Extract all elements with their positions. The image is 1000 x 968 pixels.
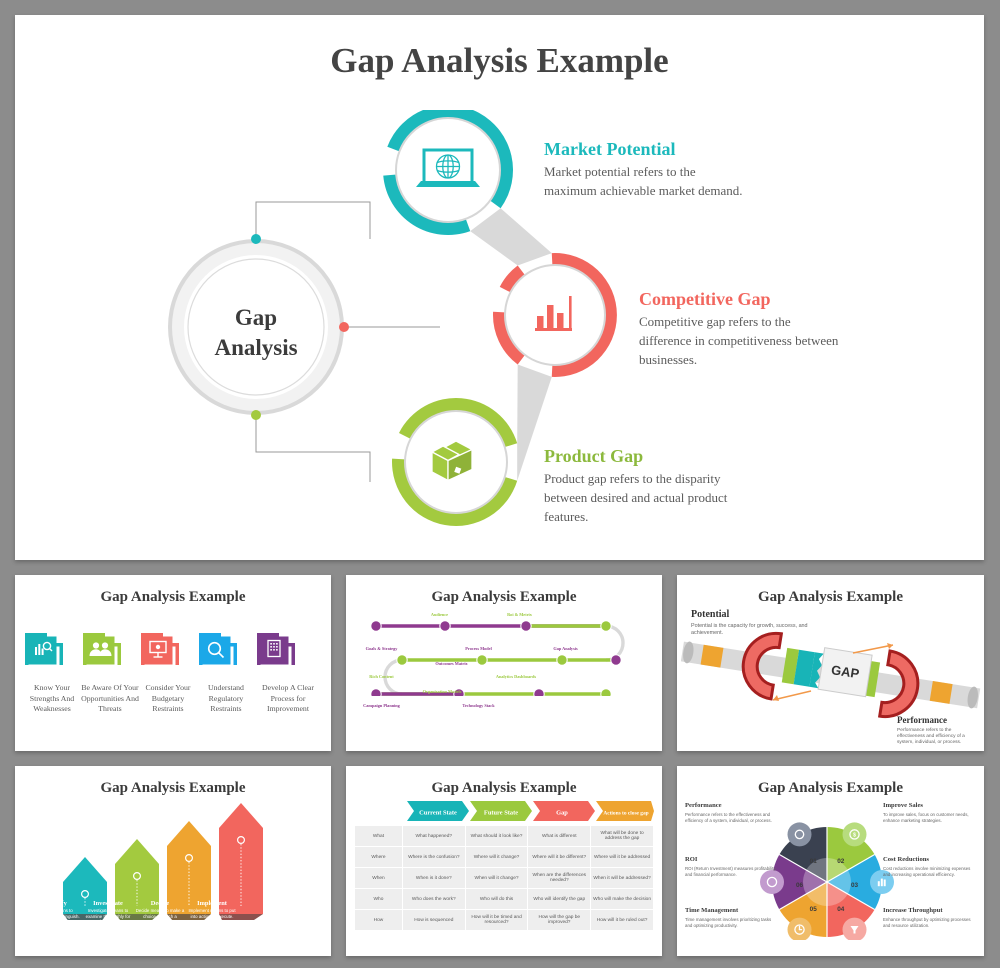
svg-text:Gap: Gap xyxy=(556,810,568,817)
svg-text:06: 06 xyxy=(796,882,804,889)
svg-text:03: 03 xyxy=(851,882,859,889)
svg-text:Future State: Future State xyxy=(484,810,518,817)
svg-text:02: 02 xyxy=(837,858,845,865)
svg-text:Current State: Current State xyxy=(419,810,457,817)
svg-text:Actions to close gap: Actions to close gap xyxy=(603,811,648,817)
svg-text:04: 04 xyxy=(837,906,845,913)
svg-text:01: 01 xyxy=(810,858,818,865)
svg-text:$: $ xyxy=(853,832,856,838)
svg-text:05: 05 xyxy=(810,906,818,913)
